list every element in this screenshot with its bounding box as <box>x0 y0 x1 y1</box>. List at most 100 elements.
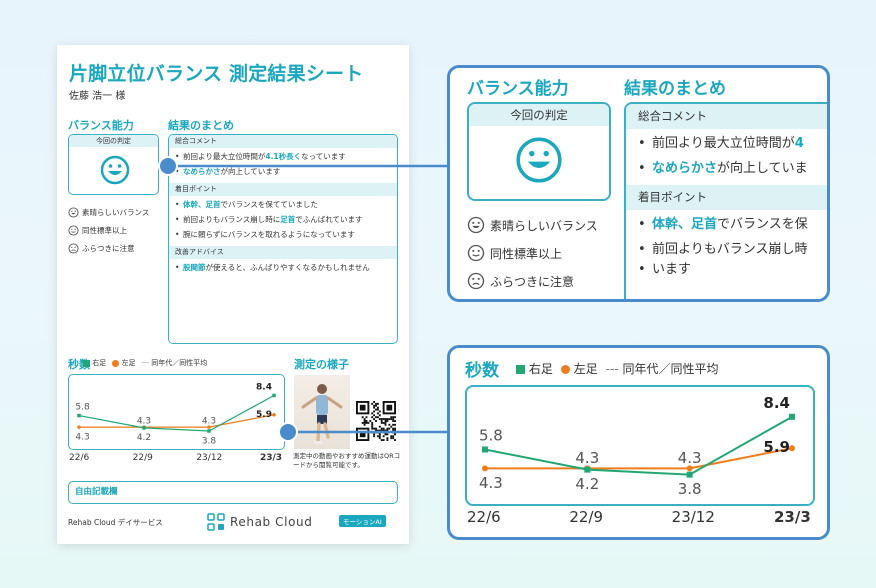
overall-comment-label: 総合コメント <box>169 135 397 148</box>
advice-1: 股関節が使えると、ふんばりやすくなるかもしれません <box>169 262 391 274</box>
data-label: 5.9 <box>256 410 272 420</box>
callout-focus-2-cont: います <box>626 260 827 280</box>
data-point <box>789 413 795 420</box>
logo-text: Rehab Cloud <box>230 515 313 529</box>
callout-comment-2: なめらかさが向上していま <box>626 159 827 179</box>
measurement-photo <box>294 375 350 449</box>
legend-label: ふらつきに注意 <box>490 274 575 289</box>
focus-label: 着目ポイント <box>169 183 397 196</box>
right-foot-marker <box>516 365 525 374</box>
callout-summary-box: 総合コメント 前回より最大立位時間が4 なめらかさが向上していま 着目ポイント … <box>624 102 827 299</box>
data-point <box>686 465 693 472</box>
balance-heading: バランス能力 <box>68 119 134 132</box>
callout-comment-1: 前回より最大立位時間が4 <box>626 134 827 154</box>
callout-judgement-label: 今回の判定 <box>469 104 609 126</box>
frown-face-icon <box>68 243 79 254</box>
rehab-cloud-logo: Rehab Cloud <box>207 513 312 531</box>
callout-summary-heading: 結果のまとめ <box>624 79 726 99</box>
callout-focus-label: 着目ポイント <box>626 185 827 210</box>
data-point <box>482 446 488 453</box>
legend-average: 同年代／同性平均 <box>151 359 208 367</box>
qr-code-icon[interactable] <box>356 401 396 441</box>
data-label: 3.8 <box>202 436 217 446</box>
measure-heading: 測定の様子 <box>294 358 349 371</box>
focus-point-3: 腕に頼らずにバランスを取れるようになっています <box>169 229 391 241</box>
legend-label: 素晴らしいバランス <box>490 218 598 233</box>
data-label: 8.4 <box>256 382 272 392</box>
x-tick-label: 22/6 <box>467 508 501 526</box>
callout-legend-excellent: 素晴らしいバランス <box>467 216 598 234</box>
smile-face-icon <box>100 155 130 185</box>
callout-seconds-chart: 5.8 4.3 4.2 4.3 3.8 4.3 8.4 5.9 <box>479 394 795 498</box>
callout-focus-2: 前回よりもバランス崩し時 <box>626 240 827 260</box>
data-point <box>207 425 211 429</box>
summary-box: 総合コメント 前回より最大立位時間が4.1秒長くなっています なめらかさが向上し… <box>168 134 398 344</box>
legend-standard: 同性標準以上 <box>68 225 127 236</box>
smile-face-icon <box>467 216 485 234</box>
report-sheet: 片脚立位バランス 測定結果シート 佐藤 浩一 様 バランス能力 結果のまとめ 今… <box>57 45 409 544</box>
callout-judgement-box: 今回の判定 <box>467 102 611 201</box>
legend-left-foot: 左足 <box>121 359 136 367</box>
x-tick-label: 23/3 <box>774 508 811 526</box>
smile-face-icon <box>68 207 79 218</box>
logo-mark-icon <box>207 513 225 531</box>
right-foot-marker <box>83 359 90 367</box>
patient-name: 佐藤 浩一 様 <box>69 91 126 102</box>
data-point <box>142 426 146 430</box>
callout-legend-average: 同年代／同性平均 <box>622 362 719 376</box>
neutral-face-icon <box>68 225 79 236</box>
legend-label: 同性標準以上 <box>82 226 127 235</box>
motion-ai-badge: モーションAI <box>339 515 386 527</box>
facility-name: Rehab Cloud デイサービス <box>68 518 163 527</box>
data-label: 4.3 <box>75 432 89 442</box>
advice-label: 改善アドバイス <box>169 246 397 259</box>
sheet-title: 片脚立位バランス 測定結果シート <box>69 63 364 85</box>
data-point <box>686 471 693 478</box>
data-point <box>77 425 81 429</box>
data-point <box>482 465 488 472</box>
data-point <box>207 429 211 433</box>
callout-overall-comment-label: 総合コメント <box>626 104 827 129</box>
balance-callout: バランス能力 結果のまとめ 今回の判定 素晴らしいバランス 同性標準以上 ふらつ… <box>447 65 830 302</box>
person-standing-icon <box>301 384 343 444</box>
legend-label: ふらつきに注意 <box>82 244 135 253</box>
focus-point-1: 体幹、足首でバランスを保てていました <box>169 199 391 211</box>
callout-seconds-heading: 秒数 <box>465 361 499 381</box>
x-tick-label: 22/9 <box>569 508 604 526</box>
data-point <box>77 413 81 418</box>
data-label: 4.3 <box>678 449 702 467</box>
photo-caption: 測定中の動画やおすすめ運動はQRコードから閲覧可能です。 <box>293 452 401 469</box>
legend-label: 素晴らしいバランス <box>82 208 150 217</box>
series-line-0 <box>78 394 275 432</box>
neutral-face-icon <box>467 244 485 262</box>
series-line-0 <box>484 415 793 476</box>
frown-face-icon <box>467 272 485 290</box>
x-tick-label: 22/9 <box>132 453 153 463</box>
data-label: 4.3 <box>575 449 599 467</box>
data-point <box>272 393 276 398</box>
free-notes-label: 自由記載欄 <box>75 487 118 497</box>
data-point <box>584 466 591 473</box>
data-label: 4.3 <box>137 417 151 427</box>
overall-comment-2: なめらかさが向上しています <box>169 166 391 178</box>
data-label: 4.2 <box>137 433 151 443</box>
seconds-chart-box: 5.8 4.3 4.2 4.3 3.8 4.3 8.4 5.9 <box>68 374 285 450</box>
chart-legend: 右足 左足 --- 同年代／同性平均 <box>83 358 207 368</box>
legend-right-foot: 右足 <box>92 359 107 367</box>
overall-comment-1: 前回より最大立位時間が4.1秒長くなっています <box>169 151 391 163</box>
free-notes-box[interactable]: 自由記載欄 <box>68 481 398 504</box>
x-tick-label: 23/3 <box>260 453 283 463</box>
data-point <box>789 445 795 452</box>
series-line-1 <box>485 447 793 470</box>
legend-label: 同性標準以上 <box>490 246 563 261</box>
data-label: 5.8 <box>479 427 503 445</box>
data-label: 5.9 <box>763 438 790 456</box>
data-point <box>272 413 276 417</box>
data-label: 4.3 <box>202 417 216 427</box>
x-tick-label: 23/12 <box>671 508 715 526</box>
data-label: 5.8 <box>75 403 90 413</box>
left-foot-marker <box>112 359 120 367</box>
callout-chart-legend: 右足 左足 --- 同年代／同性平均 <box>516 360 719 377</box>
callout-balance-heading: バランス能力 <box>467 79 569 99</box>
data-label: 4.2 <box>575 475 599 493</box>
